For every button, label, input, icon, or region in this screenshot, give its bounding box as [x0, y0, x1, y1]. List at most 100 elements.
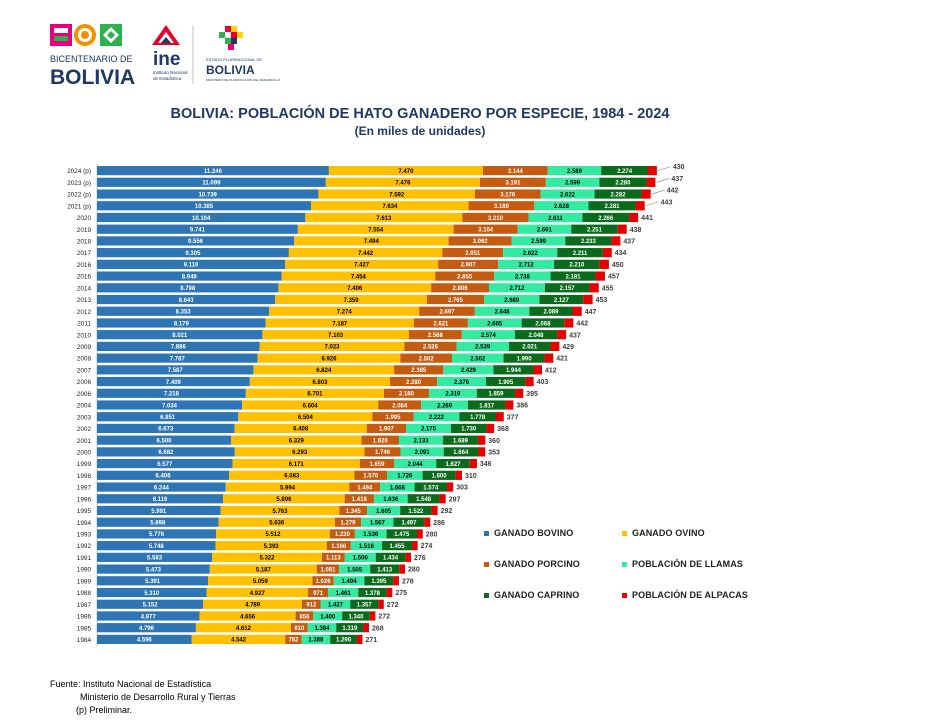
data-label-porcino: 2.526 — [423, 345, 439, 351]
data-label-bovino: 5.776 — [149, 532, 165, 538]
data-label-bovino: 4.796 — [139, 626, 155, 632]
bar-llamas — [387, 470, 423, 480]
data-label-llamas: 1.536 — [363, 532, 379, 538]
source-line1: Fuente: Instituto Nacional de Estadístic… — [50, 679, 212, 689]
data-label-bovino: 6.682 — [158, 450, 174, 456]
bar-llamas — [421, 400, 468, 410]
data-label-porcino: 782 — [288, 638, 299, 644]
data-label-llamas: 2.648 — [495, 310, 511, 316]
data-label-ovino: 5.763 — [272, 509, 288, 515]
legend-swatch-bovino — [484, 530, 489, 536]
data-label-llamas: 2.601 — [537, 228, 553, 234]
bar-llamas — [547, 166, 602, 176]
data-label-llamas: 2.712 — [519, 263, 535, 269]
bar-ovino — [297, 224, 454, 234]
data-label-ovino: 6.408 — [293, 427, 309, 433]
tick-label: 1989 — [77, 578, 92, 585]
bar-ovino — [208, 576, 313, 586]
data-label-ovino: 5.059 — [253, 579, 269, 585]
bar-llamas — [313, 611, 343, 621]
bar-caprino — [601, 166, 649, 176]
bar-alpacas — [477, 435, 486, 445]
bar-bovino — [97, 330, 263, 340]
bar-llamas — [406, 423, 451, 434]
bar-llamas — [494, 271, 551, 281]
bar-alpacas — [486, 423, 495, 434]
bar-bovino — [97, 400, 243, 410]
data-label-bovino: 5.583 — [147, 556, 163, 562]
bar-llamas — [540, 189, 595, 199]
data-label-caprino: 1.990 — [517, 356, 533, 362]
data-label-ovino: 7.554 — [368, 228, 384, 234]
data-label-ovino: 6.824 — [316, 368, 332, 374]
tick-label: 2007 — [77, 367, 92, 374]
bar-porcino — [442, 248, 504, 258]
bar-alpacas — [378, 599, 384, 609]
bar-bovino — [97, 224, 298, 234]
bar-bovino — [97, 541, 216, 551]
tick-label: 2000 — [77, 449, 92, 456]
legend-swatch-caprino — [484, 592, 489, 598]
legend-label-llamas: POBLACIÓN DE LLAMAS — [632, 559, 743, 569]
bar-ovino — [216, 529, 330, 539]
bar-alpacas — [393, 576, 399, 586]
data-label-porcino: 2.502 — [419, 356, 435, 362]
bar-ovino — [275, 294, 427, 305]
bar-porcino — [400, 353, 452, 363]
data-label-porcino: 2.280 — [406, 380, 422, 386]
data-label-alpacas: 421 — [556, 356, 568, 363]
bar-bovino — [97, 599, 204, 609]
bar-porcino — [448, 236, 512, 246]
bar-caprino — [382, 541, 413, 551]
bar-caprino — [503, 353, 545, 363]
bar-ovino — [220, 505, 340, 516]
bar-llamas — [344, 552, 376, 562]
data-label-caprino: 2.021 — [522, 345, 538, 351]
tick-label: 1996 — [77, 496, 92, 503]
bar-porcino — [339, 505, 368, 516]
bar-llamas — [498, 259, 555, 269]
legend-swatch-alpacas — [622, 592, 627, 598]
data-label-alpacas: 437 — [671, 176, 683, 183]
bar-porcino — [384, 388, 429, 398]
data-label-caprino: 2.251 — [587, 228, 603, 234]
bar-ovino — [234, 447, 365, 457]
data-label-llamas: 1.388 — [308, 638, 324, 644]
data-label-caprino: 1.434 — [383, 556, 399, 562]
bar-bovino — [97, 236, 295, 246]
data-label-alpacas: 412 — [545, 367, 557, 374]
ine-sub2: de Estadística — [153, 76, 182, 81]
tick-label: 2024 (p) — [67, 168, 91, 175]
legend-label-porcino: GANADO PORCINO — [494, 559, 580, 569]
bar-bovino — [97, 259, 286, 269]
bar-alpacas — [611, 236, 621, 246]
bar-bovino — [97, 365, 254, 375]
bar-alpacas — [515, 388, 524, 398]
legend-label-bovino: GANADO BOVINO — [494, 528, 574, 538]
bar-caprino — [350, 599, 379, 609]
data-label-porcino: 2.568 — [428, 333, 444, 339]
data-label-llamas: 2.599 — [565, 181, 581, 187]
data-label-caprino: 1.395 — [371, 579, 387, 585]
bar-alpacas — [583, 294, 593, 305]
bar-porcino — [354, 470, 388, 480]
data-label-porcino: 810 — [294, 626, 305, 632]
tick-label: 2018 — [77, 239, 92, 246]
data-label-ovino: 5.896 — [276, 497, 292, 503]
data-label-ovino: 5.322 — [259, 556, 275, 562]
data-label-porcino: 2.765 — [448, 298, 464, 304]
tick-label: 2022 (p) — [67, 192, 91, 199]
data-label-alpacas: 430 — [673, 164, 685, 171]
ine-text: ine — [153, 49, 180, 70]
bar-ovino — [318, 189, 475, 199]
data-label-porcino: 3.191 — [505, 181, 521, 187]
bar-bovino — [97, 564, 210, 574]
logo1-line2: BOLIVIA — [50, 66, 135, 89]
bar-porcino — [308, 587, 329, 598]
data-label-alpacas: 437 — [623, 239, 635, 246]
bar-caprino — [459, 412, 496, 422]
data-label-llamas: 1.726 — [397, 474, 413, 480]
data-label-alpacas: 278 — [402, 578, 414, 585]
bar-porcino — [285, 634, 302, 644]
data-label-ovino: 6.504 — [298, 415, 314, 421]
